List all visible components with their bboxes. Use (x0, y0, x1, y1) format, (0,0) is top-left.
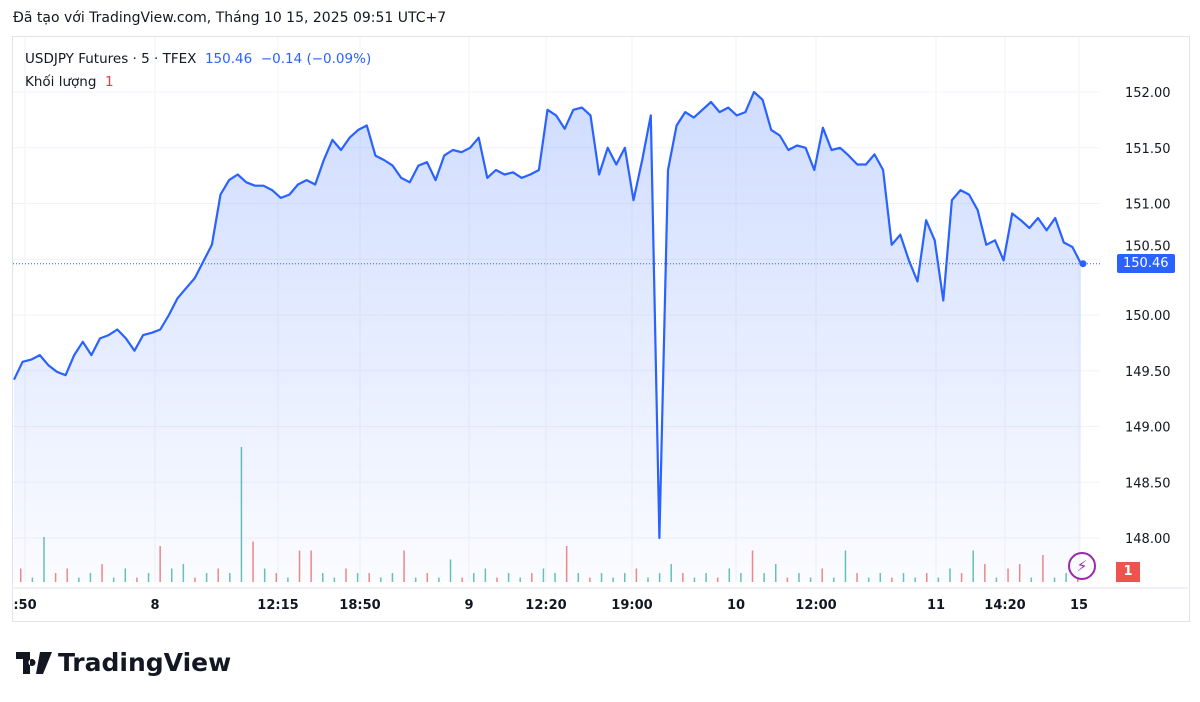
price-line (13, 90, 1082, 540)
chart-legend: USDJPY Futures · 5 · TFEX 150.46 −0.14 (… (25, 48, 371, 94)
x-tick-label: 10 (727, 598, 745, 613)
volume-value: 1 (105, 74, 114, 90)
chart-caption: Đã tạo với TradingView.com, Tháng 10 15,… (13, 10, 447, 26)
y-tick-label: 152.00 (1125, 86, 1171, 101)
y-tick-label: 150.50 (1125, 240, 1171, 255)
legend-price: 150.46 (204, 51, 253, 67)
y-tick-label: 148.50 (1125, 476, 1171, 491)
chart-frame (12, 36, 1190, 622)
y-tick-label: 149.00 (1125, 421, 1171, 436)
x-tick-label: 19:00 (611, 598, 652, 613)
y-tick-label: 149.50 (1125, 365, 1171, 380)
volume-badge: 1 (1116, 562, 1140, 582)
last-price-dot (1079, 260, 1087, 268)
symbol-label[interactable]: USDJPY Futures · 5 · TFEX (25, 51, 197, 67)
y-tick-label: 151.50 (1125, 142, 1171, 157)
x-tick-label: 12:20 (525, 598, 566, 613)
legend-change: −0.14 (−0.09%) (260, 51, 372, 67)
logo-text: TradingView (58, 648, 232, 677)
x-tick-label: 9 (464, 598, 473, 613)
volume-label: Khối lượng (25, 74, 97, 90)
x-tick-label: 12:15 (257, 598, 298, 613)
tradingview-logo-icon (16, 651, 52, 674)
tradingview-logo: TradingView (16, 648, 231, 677)
x-tick-label: 12:00 (795, 598, 836, 613)
last-price-badge: 150.46 (1117, 254, 1175, 273)
y-tick-label: 151.00 (1125, 198, 1171, 213)
y-tick-label: 150.00 (1125, 309, 1171, 324)
x-tick-label: 18:50 (339, 598, 380, 613)
x-tick-label: :50 (13, 598, 36, 613)
x-tick-label: 8 (150, 598, 159, 613)
x-tick-label: 11 (927, 598, 945, 613)
x-tick-label: 14:20 (984, 598, 1025, 613)
price-area (14, 92, 1081, 582)
x-tick-label: 15 (1070, 598, 1088, 613)
y-tick-label: 148.00 (1125, 532, 1171, 547)
lightning-icon[interactable]: ⚡ (1068, 552, 1096, 580)
